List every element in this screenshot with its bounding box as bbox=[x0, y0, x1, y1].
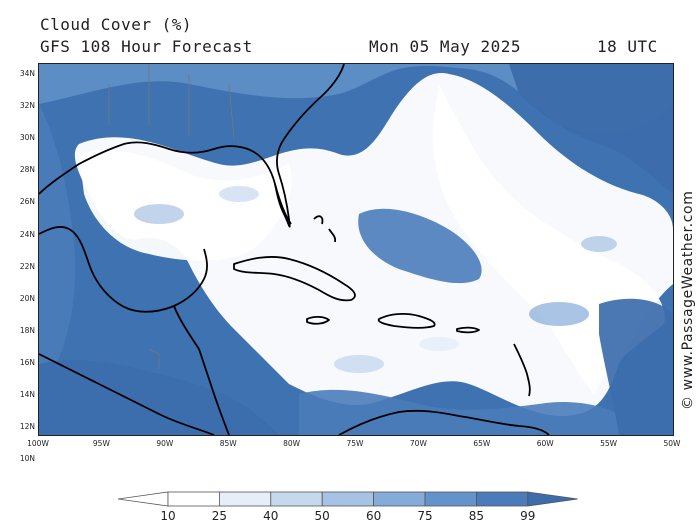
colorbar-cell bbox=[218, 491, 272, 507]
lat-label: 20N bbox=[19, 293, 35, 303]
colorbar-label: 50 bbox=[314, 509, 330, 523]
cloud-band-north bbox=[39, 64, 673, 135]
colorbar-cell bbox=[424, 491, 477, 507]
lat-label: 22N bbox=[19, 261, 35, 271]
lon-label: 55W bbox=[600, 439, 618, 448]
cloud-band-southeast bbox=[599, 298, 673, 435]
bahamas-2 bbox=[328, 228, 337, 243]
coastlines bbox=[39, 64, 550, 435]
lon-label: 65W bbox=[473, 439, 491, 448]
colorbar-cell bbox=[321, 491, 375, 507]
cloud-band-bahamas bbox=[358, 208, 482, 284]
cloud-patch-gulf-2 bbox=[219, 186, 259, 202]
colorbar-label: 25 bbox=[211, 509, 228, 523]
lon-label: 60W bbox=[536, 439, 554, 448]
clear-region-gulf bbox=[79, 150, 292, 261]
lesser-antilles bbox=[513, 343, 531, 397]
colorbar-label: 75 bbox=[417, 509, 433, 523]
lat-label: 10N bbox=[19, 454, 35, 464]
forecast-label: GFS 108 Hour Forecast bbox=[40, 37, 253, 56]
cloud-band-south bbox=[299, 389, 619, 435]
cloud-patch-carib-1 bbox=[334, 355, 384, 373]
colorbar-label: 99 bbox=[520, 509, 536, 523]
lat-label: 18N bbox=[19, 325, 35, 335]
hispaniola bbox=[377, 312, 436, 329]
cuba bbox=[233, 256, 356, 302]
country-border-guatemala bbox=[148, 348, 160, 369]
lat-label: 28N bbox=[19, 165, 35, 175]
cloud-band-northeast bbox=[509, 64, 673, 194]
colorbar-right-arrow bbox=[527, 491, 578, 507]
lat-label: 34N bbox=[19, 69, 35, 78]
cloud-band-west bbox=[39, 104, 76, 394]
lon-label: 90W bbox=[156, 439, 174, 448]
forecast-time: 18 UTC bbox=[597, 37, 658, 56]
cloud-patch-east-2 bbox=[581, 236, 617, 252]
cloud-band-central-america bbox=[39, 359, 279, 435]
state-border-4 bbox=[228, 83, 235, 140]
credit-text: © www.PassageWeather.com bbox=[680, 190, 696, 410]
map-title: Cloud Cover (%) bbox=[40, 15, 192, 34]
yucatan bbox=[173, 305, 200, 350]
jamaica bbox=[306, 315, 330, 325]
colorbar-cell bbox=[167, 491, 220, 507]
lon-label: 85W bbox=[219, 439, 237, 448]
colorbar-label: 85 bbox=[468, 509, 485, 523]
lon-label: 50W bbox=[663, 439, 681, 448]
mexico-gulf-coast bbox=[39, 226, 208, 313]
lat-label: 14N bbox=[19, 390, 35, 399]
colorbar-label: 60 bbox=[365, 509, 382, 523]
florida-peninsula bbox=[274, 64, 345, 228]
lon-label: 100W bbox=[27, 439, 49, 448]
colorbar-label: 10 bbox=[160, 509, 176, 523]
borders bbox=[108, 64, 235, 369]
colorbar-label: 40 bbox=[263, 509, 279, 523]
bahamas-1 bbox=[313, 215, 324, 225]
lat-label: 16N bbox=[19, 357, 35, 367]
puerto-rico bbox=[456, 326, 480, 334]
cloud-field bbox=[39, 64, 673, 435]
lat-label: 24N bbox=[19, 229, 35, 239]
lon-label: 95W bbox=[92, 439, 110, 448]
us-gulf-coast bbox=[39, 141, 292, 225]
colorbar-cell bbox=[475, 491, 529, 507]
forecast-date: Mon 05 May 2025 bbox=[369, 37, 521, 56]
cloud-patch-carib-2 bbox=[419, 337, 459, 351]
lat-label: 32N bbox=[19, 101, 35, 111]
colorbar-cell bbox=[373, 491, 426, 507]
lon-label: 70W bbox=[409, 439, 427, 448]
cloud-patch-east-1 bbox=[529, 302, 589, 326]
cloud-patch-gulf-1 bbox=[134, 204, 184, 224]
central-america-pacific bbox=[39, 353, 215, 435]
colorbar-left-arrow bbox=[117, 491, 169, 507]
central-america-caribbean bbox=[198, 348, 230, 435]
lon-label: 75W bbox=[346, 439, 364, 448]
south-america-coast bbox=[338, 409, 550, 435]
lat-label: 30N bbox=[19, 133, 35, 143]
lat-label: 26N bbox=[19, 197, 35, 207]
lon-label: 80W bbox=[283, 439, 301, 448]
map-canvas bbox=[39, 64, 673, 435]
cloud-cover-map bbox=[38, 63, 674, 436]
lat-label: 12N bbox=[19, 422, 35, 432]
colorbar-cell bbox=[270, 491, 323, 507]
